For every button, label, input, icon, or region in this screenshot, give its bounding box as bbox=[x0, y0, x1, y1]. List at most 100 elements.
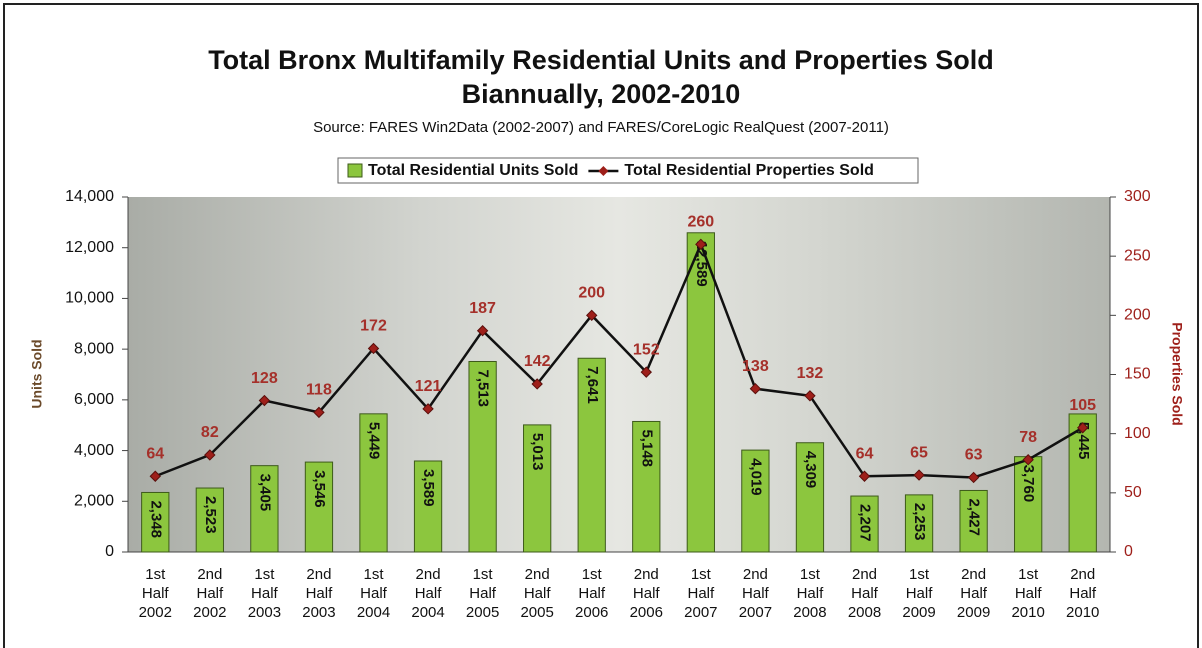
x-tick-label: 2nd Half 2006 bbox=[629, 566, 663, 621]
line-value-label: 65 bbox=[910, 444, 928, 461]
y-tick-label: 14,000 bbox=[65, 188, 114, 205]
line-value-label: 152 bbox=[633, 341, 660, 358]
x-tick-label: 2nd Half 2009 bbox=[956, 566, 991, 621]
bar-value-label: 3,546 bbox=[311, 470, 328, 508]
bar bbox=[1068, 413, 1097, 553]
line-value-label: 200 bbox=[578, 285, 605, 302]
line-marker bbox=[586, 309, 598, 322]
bar-value-label: 7,641 bbox=[584, 366, 601, 404]
chart-subtitle: Biannually, 2002-2010 bbox=[462, 79, 741, 109]
x-tick-label: 2nd Half 2005 bbox=[520, 566, 554, 621]
bar bbox=[632, 420, 661, 553]
x-tick-label: 1st Half 2005 bbox=[465, 566, 500, 621]
line-marker bbox=[204, 449, 216, 461]
y-tick-label: 4,000 bbox=[74, 442, 114, 459]
line-marker bbox=[1022, 453, 1034, 466]
bar bbox=[195, 487, 224, 553]
x-tick-label: 1st Half 2007 bbox=[684, 566, 718, 621]
legend-label: Total Residential Units Sold bbox=[368, 162, 578, 179]
line-value-label: 64 bbox=[856, 445, 874, 462]
y2-tick-label: 100 bbox=[1124, 425, 1151, 442]
bar bbox=[359, 413, 388, 553]
y-tick-label: 2,000 bbox=[74, 493, 114, 510]
bar-value-label: 4,019 bbox=[747, 458, 764, 496]
y2-tick-label: 0 bbox=[1124, 543, 1133, 560]
line-value-label: 132 bbox=[797, 365, 824, 382]
y2-axis-label: Properties Sold bbox=[1169, 322, 1185, 425]
bar-value-label: 7,513 bbox=[475, 369, 492, 407]
bar bbox=[250, 465, 279, 553]
legend-label: Total Residential Properties Sold bbox=[624, 162, 874, 179]
x-tick-label: 2nd Half 2008 bbox=[847, 566, 882, 621]
bar bbox=[959, 489, 988, 553]
bar-value-label: 3,589 bbox=[420, 469, 437, 507]
line-marker bbox=[913, 469, 925, 481]
line-marker bbox=[858, 470, 871, 482]
y2-tick-label: 200 bbox=[1124, 307, 1151, 324]
line-value-label: 63 bbox=[965, 447, 983, 464]
line-marker bbox=[422, 403, 434, 415]
bar bbox=[413, 460, 443, 553]
line-value-label: 64 bbox=[146, 445, 164, 462]
line-value-label: 105 bbox=[1069, 397, 1096, 414]
bar bbox=[904, 494, 934, 553]
line-value-label: 128 bbox=[251, 370, 278, 387]
x-tick-label: 1st Half 2004 bbox=[356, 566, 391, 621]
line-marker bbox=[1077, 422, 1089, 434]
line-marker bbox=[804, 390, 816, 402]
y-tick-label: 12,000 bbox=[65, 239, 114, 256]
bar-value-label: 5,148 bbox=[638, 429, 655, 467]
line-marker bbox=[476, 325, 489, 337]
line-marker bbox=[531, 378, 543, 390]
legend-box bbox=[337, 157, 919, 184]
bar-value-label: 4,309 bbox=[802, 451, 819, 489]
bar bbox=[577, 357, 606, 553]
plot-background bbox=[128, 197, 1110, 552]
bar-value-label: 5,449 bbox=[366, 422, 383, 460]
line-marker bbox=[749, 382, 762, 395]
legend-marker bbox=[598, 166, 609, 176]
line-value-label: 172 bbox=[360, 318, 387, 335]
bar-value-label: 2,523 bbox=[202, 496, 219, 534]
bar bbox=[1014, 456, 1043, 553]
line-marker bbox=[313, 406, 325, 419]
bar bbox=[741, 449, 770, 553]
bar-value-label: 5,013 bbox=[529, 433, 546, 471]
y2-tick-label: 150 bbox=[1124, 366, 1151, 383]
x-tick-label: 1st Half 2009 bbox=[902, 566, 936, 621]
line-marker bbox=[149, 470, 161, 482]
y-tick-label: 6,000 bbox=[74, 391, 114, 408]
x-tick-label: 2nd Half 2010 bbox=[1066, 566, 1100, 621]
y2-tick-label: 300 bbox=[1124, 188, 1151, 205]
x-tick-label: 1st Half 2008 bbox=[793, 566, 827, 621]
bar-value-label: 3,405 bbox=[256, 474, 273, 512]
line-value-label: 118 bbox=[306, 382, 332, 399]
y2-tick-label: 50 bbox=[1124, 484, 1142, 501]
y-tick-label: 0 bbox=[105, 543, 114, 560]
bar bbox=[304, 461, 334, 553]
bar bbox=[686, 232, 715, 553]
x-tick-label: 1st Half 2003 bbox=[247, 566, 282, 621]
bar bbox=[795, 442, 825, 553]
x-tick-label: 2nd Half 2007 bbox=[738, 566, 773, 621]
x-tick-label: 2nd Half 2003 bbox=[302, 566, 336, 621]
bar-value-label: 2,207 bbox=[857, 504, 874, 542]
x-tick-label: 1st Half 2010 bbox=[1011, 566, 1045, 621]
bar-value-label: 2,348 bbox=[147, 500, 164, 538]
x-tick-label: 1st Half 2006 bbox=[575, 566, 609, 621]
bar bbox=[468, 360, 497, 553]
bar-value-label: 2,253 bbox=[911, 503, 928, 541]
line-marker bbox=[367, 342, 380, 355]
line-marker bbox=[258, 394, 271, 407]
bar bbox=[523, 424, 552, 553]
line bbox=[154, 240, 1084, 479]
line-value-label: 82 bbox=[201, 424, 219, 441]
line-value-label: 138 bbox=[742, 358, 769, 375]
line-value-label: 121 bbox=[415, 378, 442, 395]
x-tick-label: 2nd Half 2002 bbox=[193, 566, 227, 621]
y2-tick-label: 250 bbox=[1124, 247, 1151, 264]
line-marker bbox=[967, 471, 980, 484]
source: Source: FARES Win2Data (2002-2007) and F… bbox=[313, 119, 889, 136]
